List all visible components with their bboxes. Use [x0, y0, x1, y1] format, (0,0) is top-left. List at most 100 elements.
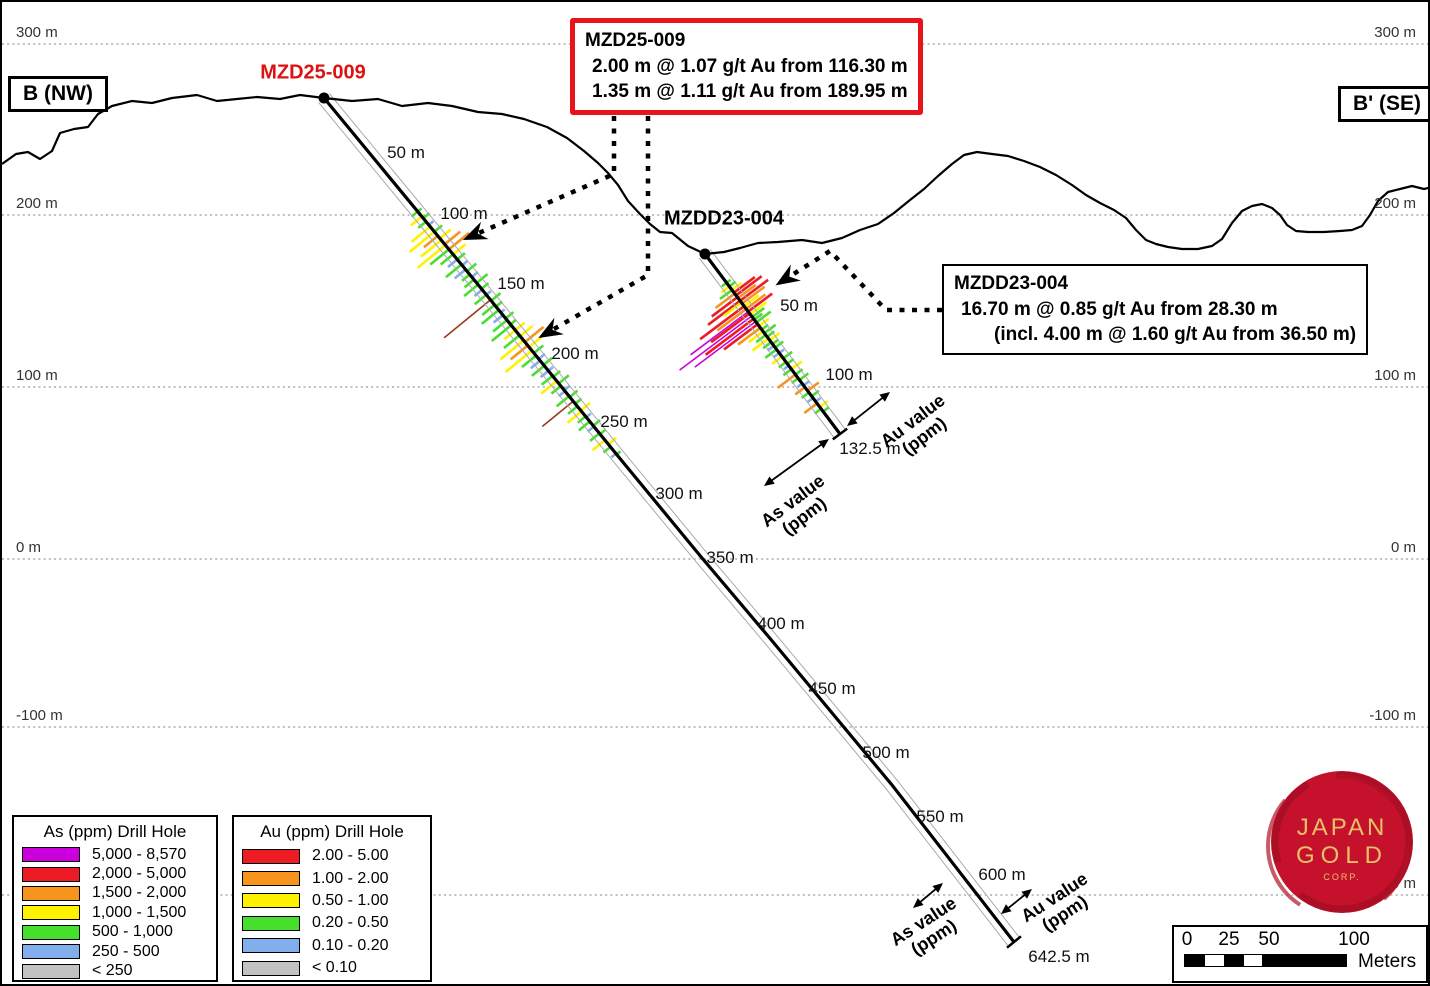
value-axis-arrowhead-a-1 — [818, 439, 829, 449]
mzd25-009-as-assay-bar — [509, 344, 529, 361]
scale-bar-unit: Meters — [1358, 951, 1417, 972]
as-legend-row: 1,000 - 1,500 — [14, 903, 216, 922]
mzd25-009-histogram-baseline-as — [318, 102, 1009, 947]
scale-bar-tick-50: 50 — [1258, 929, 1280, 950]
au-legend-row: 1.00 - 2.00 — [234, 867, 430, 889]
mzd25-009-depth-label-200m: 200 m — [551, 344, 599, 363]
mzdd23-004-au-assay-bar — [731, 281, 743, 292]
elevation-label-left-200m: 200 m — [16, 195, 58, 212]
au-legend-row: 0.10 - 0.20 — [234, 935, 430, 957]
logo-circle — [1271, 771, 1413, 913]
mzd25-009-as-assay-bar — [463, 283, 479, 298]
as-legend-row: 1,500 - 2,000 — [14, 884, 216, 903]
mzdd23-004-au-assay-bar — [818, 399, 829, 409]
mzd25-009-au-assay-bar — [452, 243, 467, 256]
au-legend-swatch-green — [242, 915, 300, 931]
as-legend-label: 250 - 500 — [92, 942, 160, 960]
au-legend-row: 0.20 - 0.50 — [234, 912, 430, 934]
au-legend-label: 0.20 - 0.50 — [312, 914, 389, 932]
as-legend-swatch-yellow — [22, 905, 80, 921]
as-legend-swatch-green — [22, 924, 80, 940]
mzdd23-004-as-assay-bar — [771, 355, 783, 365]
mzdd23-004-as-assay-bar — [751, 337, 770, 352]
mzd25-009-depth-label-550m: 550 m — [916, 807, 964, 826]
callout-leader-arrowhead-1 — [462, 221, 489, 241]
au-legend-swatch-orange — [242, 871, 300, 887]
value-axis-arrow-2 — [851, 395, 886, 423]
mzdd23-004-depth-label-100m: 100 m — [825, 365, 873, 384]
scale-bar-tick-25: 25 — [1218, 929, 1240, 950]
mzdd23-004-au-assay-bar — [745, 293, 767, 310]
mzd25-009-as-assay-bar — [589, 432, 601, 442]
mzd25-009-au-assay-bar — [579, 401, 591, 412]
mzd25-009-au-assay-bar — [519, 325, 534, 338]
mzdd23-004-as-assay-bar — [723, 301, 743, 317]
scale-bar-segment-3 — [1224, 954, 1244, 967]
mzd25-009-as-assay-bar — [531, 364, 546, 377]
mzdd23-004-end-of-hole-tick — [832, 427, 848, 441]
mzdd23-004-au-assay-bar — [755, 310, 772, 324]
mzdd23-004-name-label: MZDD23-004 — [663, 207, 785, 230]
mzd25-009-as-assay-bar — [423, 234, 439, 249]
mzdd23-004-depth-label-50m: 50 m — [780, 296, 818, 315]
mzd25-009-au-assay-bar — [443, 230, 462, 246]
mzdd23-004-au-assay-bar — [774, 340, 784, 349]
mzdd23-004-au-assay-bar — [769, 332, 781, 342]
mzdd23-004-au-assay-bar — [749, 301, 768, 316]
scale-bar-segment-1 — [1184, 954, 1205, 967]
as-legend: As (ppm) Drill Hole 5,000 - 8,570 2,000 - … — [12, 815, 218, 982]
as-legend-swatch-blue — [22, 944, 80, 960]
as-legend-title: As (ppm) Drill Hole — [43, 822, 187, 841]
mzdd23-004-as-assay-bar — [690, 310, 749, 356]
elevation-label-right-300m: 300 m — [1374, 24, 1416, 41]
mzd25-009-results-callout-line-2: 1.35 m @ 1.11 g/t Au from 189.95 m — [592, 81, 908, 103]
mzdd23-004-au-assay-bar — [735, 275, 763, 297]
callout-leader-arrowhead-2 — [538, 317, 564, 338]
mzdd23-004-as-assay-bar — [803, 402, 818, 415]
mzd25-009-end-depth-label: 642.5 m — [1028, 947, 1090, 966]
scale-bar-segment-5 — [1262, 954, 1347, 967]
mzd25-009-as-assay-bar — [420, 239, 443, 258]
mzd25-009-au-assay-bar — [433, 224, 443, 233]
au-legend-row: 2.00 - 5.00 — [234, 845, 430, 867]
as-legend-label: 5,000 - 8,570 — [92, 845, 187, 863]
mzdd23-004-as-assay-bar — [762, 341, 772, 350]
elevation-label-left-100m: 100 m — [16, 367, 58, 384]
logo-text-gold: GOLD — [1296, 842, 1388, 869]
mzd25-009-depth-label-600m: 600 m — [978, 865, 1026, 884]
scale-bar-tick-100: 100 — [1338, 929, 1370, 950]
elevation-label-left-300m: 300 m — [16, 24, 58, 41]
au-legend-label: 0.10 - 0.20 — [312, 936, 389, 954]
logo-text-japan: JAPAN — [1297, 814, 1388, 841]
mzd25-009-as-assay-bar — [504, 349, 533, 374]
mzd25-009-results-callout-title: MZD25-009 — [585, 30, 686, 51]
as-legend-label: < 250 — [92, 962, 133, 980]
mzdd23-004-as-assay-bar — [737, 326, 762, 346]
value-axis-arrowhead-b-2 — [847, 416, 858, 426]
mzdd23-004-au-assay-bar — [758, 317, 770, 328]
section-marker-b-nw-label: B (NW) — [23, 82, 93, 105]
scale-bar-segment-4 — [1243, 954, 1263, 967]
mzd25-009-as-assay-bar — [577, 415, 587, 424]
mzdd23-004-au-assay-bar — [753, 312, 764, 321]
mzd25-009-as-assay-bar — [499, 339, 525, 361]
au-legend-swatch-yellow — [242, 893, 300, 909]
au-legend-swatch-red — [242, 848, 300, 864]
value-axis-arrowhead-b-4 — [1001, 904, 1012, 914]
mzd25-009-depth-label-100m: 100 m — [440, 204, 488, 223]
as-legend-row: 500 - 1,000 — [14, 923, 216, 942]
mzd25-009-au-assay-bar — [448, 231, 470, 251]
au-legend-swatch-blue — [242, 938, 300, 954]
au-legend-row: < 0.10 — [234, 957, 430, 979]
value-axis-arrow-3 — [917, 886, 939, 905]
mzd25-009-as-assay-bar — [473, 293, 488, 306]
au-legend: Au (ppm) Drill Hole 2.00 - 5.00 1.00 - 2.0… — [232, 815, 432, 982]
callout-leader-1 — [471, 116, 617, 239]
mzdd23-004-as-assay-bar — [782, 368, 793, 377]
value-axis-arrowhead-b-3 — [913, 898, 924, 908]
mzd25-009-as-assay-bar — [481, 303, 496, 317]
mzdd23-004-au-assay-bar — [737, 283, 757, 300]
mzdd23-004-as-assay-bar — [755, 333, 767, 344]
elevation-label-right-0m: 0 m — [1390, 539, 1416, 556]
mzdd23-004-results-callout-line-2: (incl. 4.00 m @ 1.60 g/t Au from 36.50 m… — [994, 324, 1357, 346]
